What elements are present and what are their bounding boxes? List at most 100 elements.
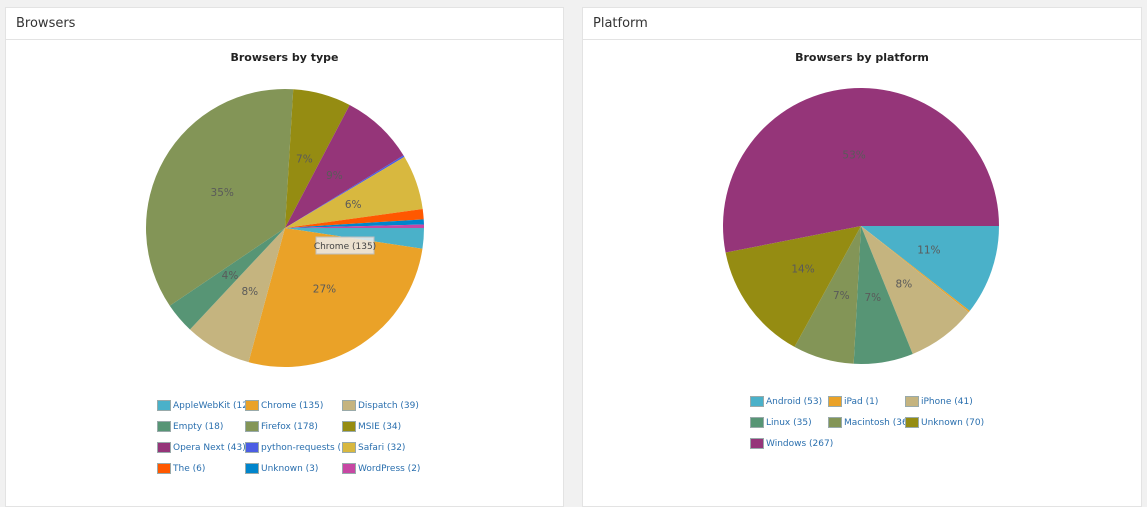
- platform-legend: Android (53) iPad (1) iPhone (41) Linux (35…: [750, 394, 985, 451]
- browsers-legend-item-python-requests[interactable]: python-requests (1): [245, 440, 350, 455]
- legend-label: WordPress (2): [358, 463, 421, 474]
- legend-swatch: [157, 421, 171, 432]
- browsers-slice-safari[interactable]: [285, 156, 423, 228]
- legend-label: Android (53): [766, 396, 823, 407]
- legend-label: Chrome (135): [261, 400, 324, 411]
- platform-data-label-windows: 53%: [842, 150, 865, 162]
- browsers-slice-firefox[interactable]: [146, 89, 294, 306]
- platform-legend-item-iphone[interactable]: iPhone (41): [905, 394, 985, 409]
- platform-legend-item-macintosh[interactable]: Macintosh (36): [828, 415, 911, 430]
- browsers-data-label-opera-next: 9%: [326, 170, 343, 182]
- legend-swatch: [245, 463, 259, 474]
- browsers-slice-dispatch[interactable]: [189, 228, 285, 363]
- browsers-pie-chart[interactable]: 27% 8%4% 35% 7% 9% 6% Chrome (135): [6, 8, 565, 388]
- browsers-slice-python-requests[interactable]: [285, 155, 405, 228]
- browsers-legend-item-the[interactable]: The (6): [157, 461, 245, 476]
- legend-swatch: [750, 438, 764, 449]
- browsers-chart-title: Browsers by type: [230, 51, 339, 64]
- legend-label: Firefox (178): [261, 421, 318, 432]
- browsers-data-label-chrome: 27%: [313, 284, 336, 296]
- browsers-data-label-msie: 7%: [296, 153, 313, 165]
- platform-legend-item-unknown[interactable]: Unknown (70): [905, 415, 985, 430]
- chart-tooltip: Chrome (135): [314, 236, 376, 255]
- platform-data-label-android: 11%: [917, 244, 940, 256]
- browsers-data-label-firefox: 35%: [211, 187, 234, 199]
- legend-label: Dispatch (39): [358, 400, 419, 411]
- browsers-data-label-dispatch: 8%: [241, 286, 258, 298]
- legend-label: Linux (35): [766, 417, 812, 428]
- browsers-legend-item-dispatch[interactable]: Dispatch (39): [342, 398, 422, 413]
- legend-swatch: [828, 417, 842, 428]
- legend-label: Windows (267): [766, 438, 834, 449]
- platform-slice-linux[interactable]: [853, 226, 913, 364]
- browsers-legend: AppleWebKit (12) Chrome (135) Dispatch (39…: [157, 398, 422, 476]
- legend-label: iPad (1): [844, 396, 879, 407]
- legend-swatch: [245, 421, 259, 432]
- legend-swatch: [157, 400, 171, 411]
- browsers-legend-item-chrome[interactable]: Chrome (135): [245, 398, 342, 413]
- legend-swatch: [245, 442, 259, 453]
- legend-swatch: [905, 396, 919, 407]
- platform-slice-iphone[interactable]: [861, 226, 969, 354]
- browsers-legend-item-opera-next[interactable]: Opera Next (43): [157, 440, 246, 455]
- browsers-legend-item-unknown[interactable]: Unknown (3): [245, 461, 342, 476]
- platform-legend-item-android[interactable]: Android (53): [750, 394, 828, 409]
- legend-label: Unknown (70): [921, 417, 985, 428]
- platform-data-label-unknown: 14%: [791, 263, 814, 275]
- platform-slice-ipad[interactable]: [861, 226, 970, 313]
- legend-label: The (6): [173, 463, 206, 474]
- browsers-slice-unknown[interactable]: [285, 219, 424, 228]
- platform-pie-chart[interactable]: 11% 8% 7% 7% 14% 53%: [583, 8, 1143, 388]
- browsers-data-label-safari: 6%: [345, 199, 362, 211]
- browsers-legend-item-wordpress[interactable]: WordPress (2): [342, 461, 422, 476]
- legend-swatch: [342, 463, 356, 474]
- legend-swatch: [342, 400, 356, 411]
- legend-swatch: [750, 396, 764, 407]
- legend-label: iPhone (41): [921, 396, 973, 407]
- platform-slice-android[interactable]: [861, 226, 999, 311]
- legend-swatch: [750, 417, 764, 428]
- browsers-legend-item-applewebkit[interactable]: AppleWebKit (12): [157, 398, 252, 413]
- browsers-slice-empty[interactable]: [169, 228, 285, 330]
- browsers-panel-header: Browsers: [6, 8, 563, 40]
- platform-legend-item-windows[interactable]: Windows (267): [750, 436, 833, 451]
- legend-swatch: [157, 463, 171, 474]
- platform-slice-unknown[interactable]: [725, 226, 861, 347]
- platform-slice-windows[interactable]: [723, 87, 999, 253]
- legend-label: Empty (18): [173, 421, 224, 432]
- chart-tooltip-text: Chrome (135): [314, 242, 376, 252]
- legend-label: python-requests (1): [261, 442, 351, 453]
- legend-swatch: [245, 400, 259, 411]
- legend-swatch: [157, 442, 171, 453]
- platform-slice-macintosh[interactable]: [794, 226, 861, 364]
- legend-label: Macintosh (36): [844, 417, 912, 428]
- browsers-panel: Browsers Browsers by type 27% 8% 4% 35% 7% 9%…: [5, 7, 564, 507]
- platform-panel-header: Platform: [583, 8, 1141, 40]
- browsers-slice-chrome[interactable]: [248, 228, 423, 367]
- browsers-legend-item-safari[interactable]: Safari (32): [342, 440, 422, 455]
- legend-label: MSIE (34): [358, 421, 402, 432]
- browsers-legend-item-firefox[interactable]: Firefox (178): [245, 419, 342, 434]
- legend-swatch: [342, 421, 356, 432]
- browsers-slice-msie[interactable]: [285, 89, 350, 229]
- browsers-slice-wordpress[interactable]: [285, 224, 424, 228]
- platform-legend-item-linux[interactable]: Linux (35): [750, 415, 828, 430]
- legend-swatch: [905, 417, 919, 428]
- platform-data-label-linux: 7%: [864, 292, 881, 304]
- browsers-legend-item-empty[interactable]: Empty (18): [157, 419, 245, 434]
- browsers-legend-item-msie[interactable]: MSIE (34): [342, 419, 422, 434]
- legend-label: Safari (32): [358, 442, 406, 453]
- legend-label: Unknown (3): [261, 463, 319, 474]
- browsers-slice-the[interactable]: [285, 208, 424, 228]
- legend-label: AppleWebKit (12): [173, 400, 252, 411]
- legend-label: Opera Next (43): [173, 442, 246, 453]
- legend-swatch: [342, 442, 356, 453]
- platform-data-label-macintosh: 7%: [833, 290, 850, 302]
- platform-legend-item-ipad[interactable]: iPad (1): [828, 394, 905, 409]
- browsers-data-label-empty: 4%: [222, 270, 239, 282]
- platform-chart-title: Browsers by platform: [795, 51, 929, 64]
- platform-panel: Platform Browsers by platform 11% 8% 7% 7% 1…: [582, 7, 1142, 507]
- legend-swatch: [828, 396, 842, 407]
- platform-data-label-iphone: 8%: [896, 279, 913, 291]
- browsers-slice-opera-next[interactable]: [285, 104, 404, 228]
